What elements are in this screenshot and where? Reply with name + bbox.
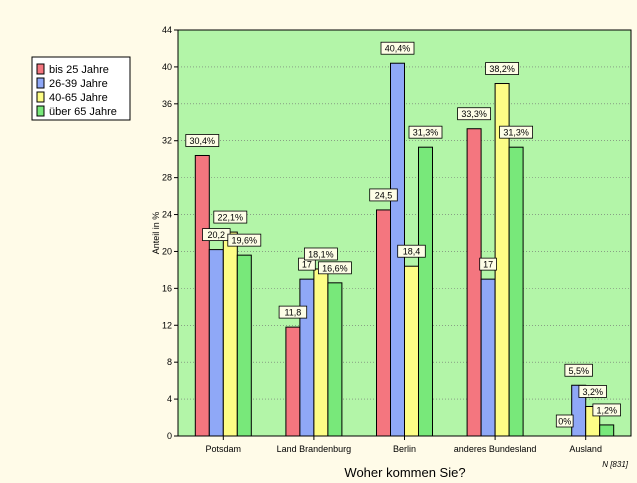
legend-swatch [36,105,45,117]
y-tick-label: 4 [167,394,172,404]
bar [466,128,482,437]
data-label: 19,6% [232,236,258,246]
x-axis: Potsdam Land Brandenburg Berlin anderes Bun… [206,436,602,454]
data-label-box [380,41,415,55]
y-tick-label: 28 [162,173,172,183]
legend-label: über 65 Jahre [49,106,117,118]
bar [236,254,252,437]
x-axis-label: Woher kommen Sie? [344,465,465,480]
data-label: 22,1% [218,213,244,223]
bar [208,249,224,437]
data-label: 38,2% [489,64,515,74]
legend-box [31,56,131,121]
category-label: Potsdam [206,444,242,454]
y-tick-label: 20 [162,246,172,256]
y-axis: 0 4 8 12 16 20 24 28 32 36 40 44 [162,25,178,441]
data-label: 11,8 [284,308,301,318]
bar [508,146,524,437]
legend-swatch [36,91,45,103]
data-label: 30,4% [190,136,216,146]
bar [299,278,315,437]
y-tick-label: 36 [162,99,172,109]
data-label-box [278,305,308,319]
bar [313,268,329,437]
bar [376,209,391,437]
data-label: 17 [483,260,493,270]
gridlines [178,66,631,400]
sample-size-note: N [831] [602,460,629,469]
data-label-box [185,134,220,147]
category-label: Berlin [393,444,416,454]
data-label-box [369,188,398,202]
data-label-box [213,210,248,224]
data-label-box [578,385,607,398]
data-label: 3,2% [582,387,603,397]
y-tick-label: 16 [162,283,172,293]
y-tick-label: 24 [162,210,172,220]
data-label-box [485,62,520,75]
y-tick-label: 44 [162,25,172,35]
data-label: 0% [558,417,571,427]
bar [222,231,238,437]
category-label: Ausland [569,444,602,454]
data-label-box [555,414,574,428]
y-tick-label: 12 [162,320,172,330]
data-label-box [408,125,443,139]
data-label-box [564,363,593,377]
data-labels: 30,4% 11,8 24,5 33,3% 0% 20,2 17 40,4% 17 5,5% 22,… [185,41,621,428]
data-label-box [227,233,262,247]
legend: bis 25 Jahre 26-39 Jahre 40-65 Jahre über 6… [31,56,131,121]
data-label-box [303,247,338,261]
legend-label: 40-65 Jahre [49,92,108,104]
data-label: 5,5% [568,366,589,376]
data-label: 31,3% [503,128,529,138]
data-label-box [397,244,426,258]
bar [327,282,343,437]
bar [480,278,496,437]
legend-swatch [36,63,45,75]
data-label: 1,2% [596,405,617,415]
data-label: 40,4% [385,44,411,54]
data-label: 18,4 [403,247,421,257]
data-label: 33,3% [461,109,487,119]
data-label-box [457,107,492,121]
y-tick-label: 0 [167,431,172,441]
bar [418,146,433,437]
data-label: 31,3% [413,128,439,138]
y-tick-label: 40 [162,62,172,72]
y-tick-label: 8 [167,357,172,367]
category-label: Land Brandenburg [277,444,352,454]
data-label-box [317,261,352,275]
data-label: 20,2 [208,230,226,240]
legend-label: bis 25 Jahre [49,64,109,76]
legend-swatch [36,77,45,89]
y-tick-label: 32 [162,136,172,146]
legend-label: 26-39 Jahre [49,78,108,90]
bar [194,154,210,437]
data-label: 16,6% [322,263,348,273]
bar [285,326,301,437]
data-label-box [592,403,621,417]
bar [599,424,615,437]
category-label: anderes Bundesland [454,444,537,454]
bar [404,265,419,437]
data-label-box [499,125,534,139]
data-label: 18,1% [308,249,334,259]
y-axis-label: Anteil in % [151,212,161,255]
data-label-box [479,257,497,271]
data-label: 17 [302,260,312,270]
data-label: 24,5 [375,190,393,200]
